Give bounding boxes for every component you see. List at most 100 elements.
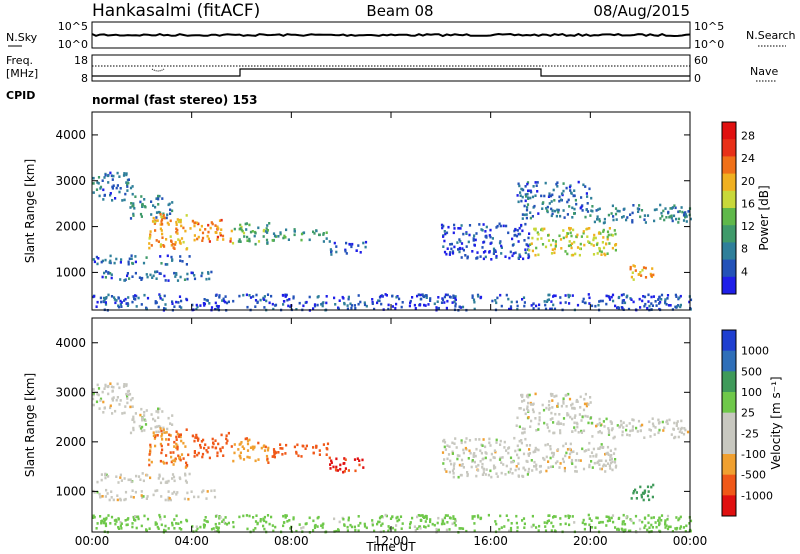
data-cell xyxy=(346,307,349,311)
data-cell xyxy=(444,448,447,451)
colorbar-tick: -1000 xyxy=(741,489,773,502)
data-cell xyxy=(160,229,163,232)
data-cell xyxy=(570,246,573,250)
data-cell xyxy=(548,192,551,195)
data-cell xyxy=(585,449,588,452)
data-cell xyxy=(608,298,612,301)
data-cell xyxy=(574,252,577,256)
data-cell xyxy=(305,300,308,304)
data-cell xyxy=(100,478,103,482)
data-cell xyxy=(246,439,250,443)
data-cell xyxy=(527,401,530,405)
data-cell xyxy=(102,296,106,300)
data-cell xyxy=(666,297,669,300)
data-cell xyxy=(602,236,605,239)
data-cell xyxy=(523,399,526,402)
data-cell xyxy=(446,521,449,524)
data-cell xyxy=(274,525,277,529)
data-cell xyxy=(550,252,554,255)
data-cell xyxy=(177,301,180,304)
data-cell xyxy=(674,206,677,210)
data-cell xyxy=(437,296,440,299)
data-cell xyxy=(606,519,609,523)
data-cell xyxy=(99,187,102,190)
data-cell xyxy=(329,467,332,470)
data-cell xyxy=(579,395,582,399)
data-cell xyxy=(132,202,135,205)
data-cell xyxy=(544,529,548,532)
data-cell xyxy=(559,214,562,218)
data-cell xyxy=(535,463,538,467)
data-cell xyxy=(559,198,562,202)
data-cell xyxy=(281,447,284,450)
data-cell xyxy=(555,182,558,186)
data-cell xyxy=(445,252,448,256)
data-cell xyxy=(175,223,178,226)
data-cell xyxy=(242,514,245,518)
data-cell xyxy=(401,301,404,304)
data-cell xyxy=(193,455,196,458)
data-cell xyxy=(173,490,176,494)
data-cell xyxy=(305,522,308,525)
data-cell xyxy=(104,524,108,528)
data-cell xyxy=(162,244,165,247)
data-cell xyxy=(540,228,543,232)
data-cell xyxy=(666,518,669,521)
data-cell xyxy=(162,428,165,431)
data-cell xyxy=(638,273,641,276)
data-cell xyxy=(567,293,570,297)
data-cell xyxy=(92,403,95,407)
data-cell xyxy=(523,204,526,208)
data-cell xyxy=(437,516,440,520)
y-tick-label: 3000 xyxy=(55,174,86,188)
data-cell xyxy=(598,249,601,253)
data-cell xyxy=(124,192,127,196)
data-cell xyxy=(608,296,611,299)
data-cell xyxy=(571,402,574,406)
data-cell xyxy=(536,231,539,234)
data-cell xyxy=(544,181,547,185)
data-cell xyxy=(127,260,130,264)
data-cell xyxy=(675,295,678,298)
data-cell xyxy=(576,246,580,249)
data-cell xyxy=(575,202,578,206)
data-cell xyxy=(172,463,175,466)
data-cell xyxy=(679,303,682,307)
data-cell xyxy=(126,401,129,405)
data-cell xyxy=(171,523,174,527)
data-cell xyxy=(488,441,491,445)
data-cell xyxy=(155,410,158,413)
data-cell xyxy=(647,490,650,493)
data-cell xyxy=(312,451,315,455)
data-cell xyxy=(207,230,210,234)
data-cell xyxy=(625,516,628,519)
data-cell xyxy=(572,253,575,257)
x-tick-label: 00:00 xyxy=(75,534,110,548)
colorbar-tick: 24 xyxy=(741,152,755,165)
data-cell xyxy=(454,524,457,527)
data-cell xyxy=(420,297,423,301)
data-cell xyxy=(207,223,210,227)
data-cell xyxy=(581,204,584,207)
data-cell xyxy=(347,518,350,522)
y-tick-label: 4000 xyxy=(55,336,86,350)
data-cell xyxy=(655,304,658,307)
data-cell xyxy=(132,417,135,421)
data-cell xyxy=(520,199,523,203)
data-cell xyxy=(182,226,185,230)
data-cell xyxy=(648,304,651,308)
data-cell xyxy=(568,456,571,459)
data-cell xyxy=(621,528,624,531)
data-cell xyxy=(109,171,112,175)
data-cell xyxy=(170,255,173,259)
data-cell xyxy=(112,174,115,178)
data-cell xyxy=(664,298,667,301)
data-cell xyxy=(140,494,143,497)
data-cell xyxy=(259,518,262,521)
data-cell xyxy=(92,176,95,180)
data-cell xyxy=(670,216,673,220)
data-cell xyxy=(562,209,565,212)
data-cell xyxy=(685,215,688,218)
data-cell xyxy=(545,300,549,303)
data-cell xyxy=(239,240,242,243)
